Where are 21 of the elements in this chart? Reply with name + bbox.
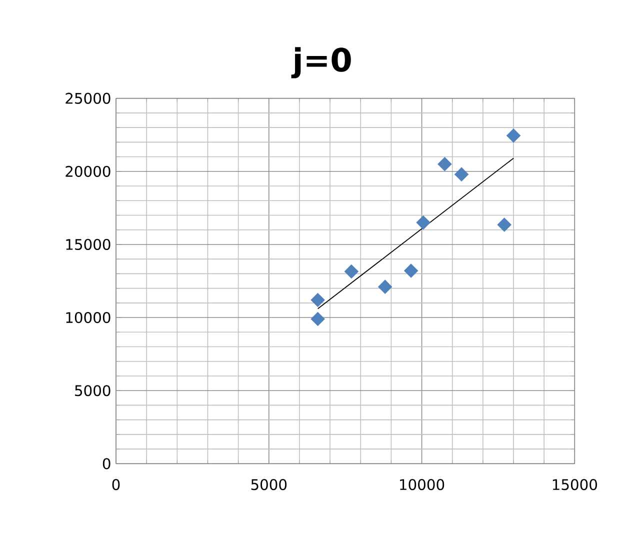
y-tick-label: 5000 [75,385,110,396]
y-tick-label: 20000 [66,166,110,177]
point [497,218,512,232]
y-tick-label: 15000 [66,238,110,250]
y-tick-label: 0 [102,458,110,470]
point [310,312,325,326]
y-tick-label: 10000 [66,312,110,324]
x-tick-label: 15000 [552,479,597,490]
point [416,215,430,230]
x-tick-label: 0 [112,479,120,490]
y-tick-label: 25000 [66,92,110,104]
point [404,264,418,278]
x-tick-label: 5000 [251,479,287,490]
chart-title: j=0 [291,47,351,78]
x-tick-label: 10000 [400,479,444,490]
point [310,292,325,308]
point [344,264,359,279]
point [438,157,452,172]
point [506,128,521,143]
point [378,280,392,294]
point [454,167,469,182]
